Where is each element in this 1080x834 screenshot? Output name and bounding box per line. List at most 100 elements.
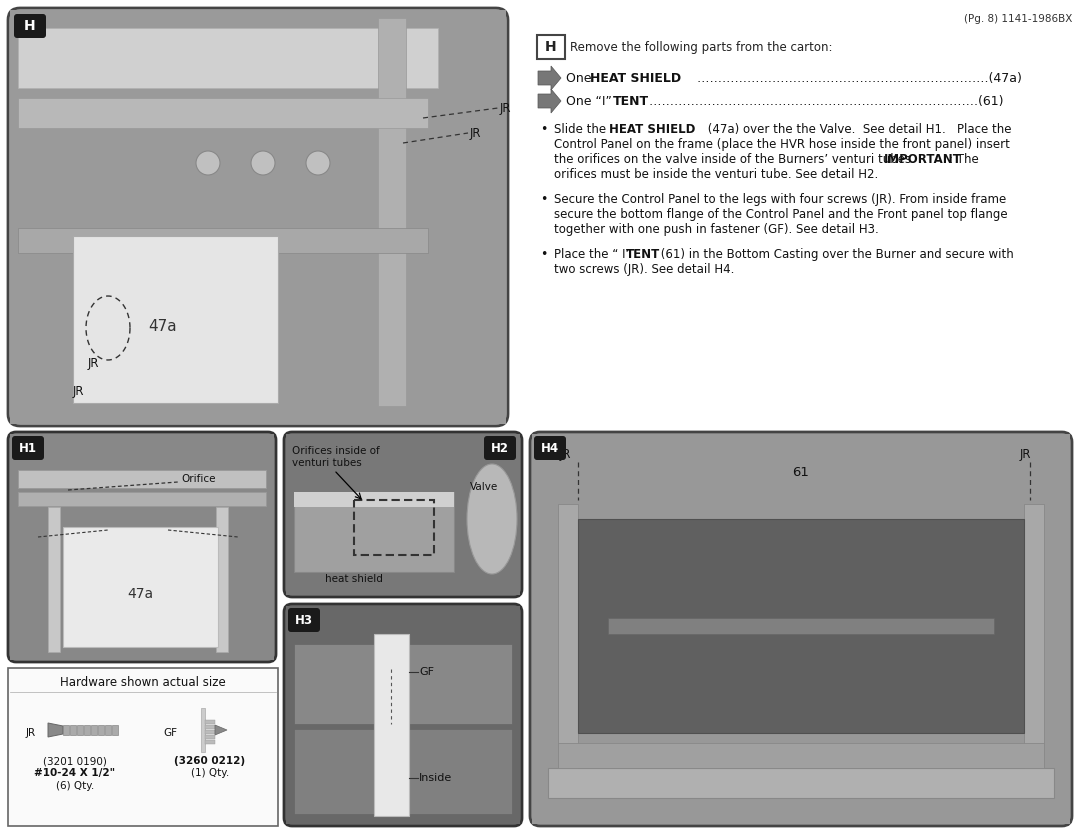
Bar	[77, 725, 83, 735]
Text: H4: H4	[541, 441, 559, 455]
Polygon shape	[215, 725, 227, 735]
Bar	[608, 618, 994, 634]
Text: TENT: TENT	[626, 248, 660, 261]
Text: the orifices on the valve inside of the Burners’ venturi tubes.: the orifices on the valve inside of the …	[554, 153, 919, 166]
Bar	[10, 10, 507, 424]
Bar	[84, 725, 90, 735]
Bar	[354, 500, 434, 555]
FancyBboxPatch shape	[288, 608, 320, 632]
FancyBboxPatch shape	[284, 604, 522, 826]
FancyBboxPatch shape	[8, 8, 508, 426]
Bar	[294, 492, 454, 507]
Text: …………………………………………………………………….(61): …………………………………………………………………….(61)	[645, 94, 1003, 108]
Text: H: H	[24, 19, 36, 33]
Text: Secure the Control Panel to the legs with four screws (JR). From inside frame: Secure the Control Panel to the legs wit…	[554, 193, 1007, 206]
Bar	[216, 507, 228, 652]
Text: 47a: 47a	[127, 587, 153, 601]
Bar	[18, 98, 428, 128]
Text: heat shield: heat shield	[325, 574, 383, 584]
Bar	[294, 729, 512, 814]
FancyBboxPatch shape	[530, 432, 1072, 826]
Text: (61) in the Bottom Casting over the Burner and secure with: (61) in the Bottom Casting over the Burn…	[657, 248, 1014, 261]
Text: H2: H2	[491, 441, 509, 455]
FancyBboxPatch shape	[284, 432, 522, 597]
Bar	[112, 725, 118, 735]
FancyBboxPatch shape	[534, 436, 566, 460]
Bar	[558, 504, 578, 768]
Bar	[578, 519, 1024, 733]
Text: Remove the following parts from the carton:: Remove the following parts from the cart…	[570, 41, 833, 53]
FancyBboxPatch shape	[8, 432, 276, 662]
Text: JR: JR	[470, 127, 482, 139]
Bar	[532, 434, 1070, 824]
Bar	[205, 740, 215, 744]
Bar	[63, 527, 218, 647]
Text: (3201 0190): (3201 0190)	[43, 756, 107, 766]
Text: (3260 0212): (3260 0212)	[175, 756, 245, 766]
Text: (6) Qty.: (6) Qty.	[56, 781, 94, 791]
Text: JR: JR	[500, 102, 512, 114]
Bar	[548, 768, 1054, 798]
Bar	[18, 28, 438, 88]
FancyBboxPatch shape	[12, 436, 44, 460]
Text: JR: JR	[1020, 448, 1031, 460]
Text: (47a) over the the Valve.  See detail H1.   Place the: (47a) over the the Valve. See detail H1.…	[704, 123, 1012, 136]
Bar	[63, 725, 69, 735]
Text: 61: 61	[793, 465, 809, 479]
Bar	[205, 730, 215, 734]
Text: Control Panel on the frame (place the HVR hose inside the front panel) insert: Control Panel on the frame (place the HV…	[554, 138, 1010, 151]
Text: 47a: 47a	[149, 319, 177, 334]
Ellipse shape	[467, 464, 517, 574]
Text: Valve: Valve	[470, 482, 498, 492]
Text: Orifices inside of: Orifices inside of	[292, 446, 380, 456]
Text: •: •	[540, 248, 548, 261]
Text: two screws (JR). See detail H4.: two screws (JR). See detail H4.	[554, 263, 734, 276]
Text: secure the bottom flange of the Control Panel and the Front panel top flange: secure the bottom flange of the Control …	[554, 208, 1008, 221]
Circle shape	[251, 151, 275, 175]
FancyBboxPatch shape	[8, 668, 278, 826]
Text: Hardware shown actual size: Hardware shown actual size	[60, 676, 226, 689]
Text: Orifice: Orifice	[181, 474, 216, 484]
Text: orifices must be inside the venturi tube. See detail H2.: orifices must be inside the venturi tube…	[554, 168, 878, 181]
Bar	[205, 725, 215, 729]
Bar	[205, 735, 215, 739]
Text: together with one push in fastener (GF). See detail H3.: together with one push in fastener (GF).…	[554, 223, 879, 236]
Bar	[18, 470, 266, 488]
Bar	[201, 708, 205, 752]
Text: : The: : The	[949, 153, 978, 166]
Bar	[18, 228, 428, 253]
Text: IMPORTANT: IMPORTANT	[885, 153, 962, 166]
Bar	[10, 434, 274, 660]
Text: GF: GF	[163, 728, 177, 738]
Text: JR: JR	[87, 356, 99, 369]
Text: Slide the: Slide the	[554, 123, 610, 136]
Text: venturi tubes: venturi tubes	[292, 458, 362, 468]
Bar	[374, 634, 409, 816]
Polygon shape	[48, 723, 63, 737]
Text: One “I”: One “I”	[566, 94, 616, 108]
Bar	[378, 18, 406, 406]
FancyBboxPatch shape	[484, 436, 516, 460]
Text: (Pg. 8) 1141-1986BX: (Pg. 8) 1141-1986BX	[963, 14, 1072, 24]
Text: JR: JR	[26, 728, 36, 738]
Text: H1: H1	[19, 441, 37, 455]
Text: •: •	[540, 123, 548, 136]
Circle shape	[195, 151, 220, 175]
Text: JR: JR	[73, 384, 84, 398]
Text: TENT: TENT	[613, 94, 649, 108]
Bar	[205, 720, 215, 724]
Text: Inside: Inside	[419, 773, 453, 783]
Bar	[1024, 504, 1044, 768]
Text: Place the “ I”: Place the “ I”	[554, 248, 635, 261]
Text: One: One	[566, 72, 595, 84]
Bar	[70, 725, 76, 735]
FancyBboxPatch shape	[537, 35, 565, 59]
Text: GF: GF	[419, 667, 434, 677]
Bar	[558, 743, 1044, 768]
Bar	[286, 606, 519, 824]
Polygon shape	[538, 89, 561, 113]
Polygon shape	[538, 66, 561, 90]
Bar	[48, 507, 60, 652]
Circle shape	[306, 151, 330, 175]
Bar	[105, 725, 111, 735]
